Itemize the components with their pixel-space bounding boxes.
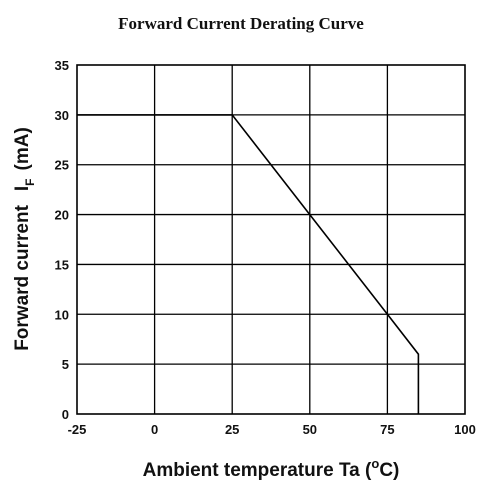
y-axis-title-unit: (mA) bbox=[12, 127, 33, 170]
y-tick-label: 25 bbox=[55, 158, 69, 173]
x-axis-title-degree: o bbox=[371, 456, 379, 471]
y-axis-title-main: Forward current bbox=[12, 204, 33, 350]
y-tick-label: 5 bbox=[62, 357, 69, 372]
x-tick-label: 75 bbox=[380, 422, 394, 437]
grid bbox=[77, 65, 465, 414]
y-axis-title-subscript: F bbox=[23, 178, 37, 185]
plot-frame bbox=[76, 64, 466, 415]
x-tick-label: 50 bbox=[303, 422, 317, 437]
y-tick-label: 15 bbox=[55, 257, 69, 272]
x-tick-labels: -25 0 25 50 75 100 bbox=[68, 422, 476, 437]
series-layer bbox=[77, 114, 420, 414]
x-axis-title-main: Ambient temperature Ta ( bbox=[143, 460, 372, 481]
y-tick-label: 35 bbox=[55, 58, 69, 73]
x-tick-label: 25 bbox=[225, 422, 239, 437]
x-tick-label: 100 bbox=[454, 422, 476, 437]
y-axis-title-symbol: I bbox=[12, 186, 33, 191]
x-axis-title-unit: C) bbox=[379, 460, 399, 481]
y-tick-label: 0 bbox=[62, 407, 69, 422]
x-tick-label: -25 bbox=[68, 422, 87, 437]
y-tick-label: 10 bbox=[55, 307, 69, 322]
x-tick-label: 0 bbox=[151, 422, 158, 437]
derating-line bbox=[77, 114, 420, 414]
y-axis-title: Forward current IF (mA) bbox=[12, 127, 37, 351]
chart-title: Forward Current Derating Curve bbox=[118, 14, 364, 33]
x-axis-title: Ambient temperature Ta (oC) bbox=[143, 456, 400, 481]
y-tick-label: 20 bbox=[55, 208, 69, 223]
y-tick-label: 30 bbox=[55, 108, 69, 123]
y-tick-labels: 0 5 10 15 20 25 30 35 bbox=[55, 58, 69, 422]
